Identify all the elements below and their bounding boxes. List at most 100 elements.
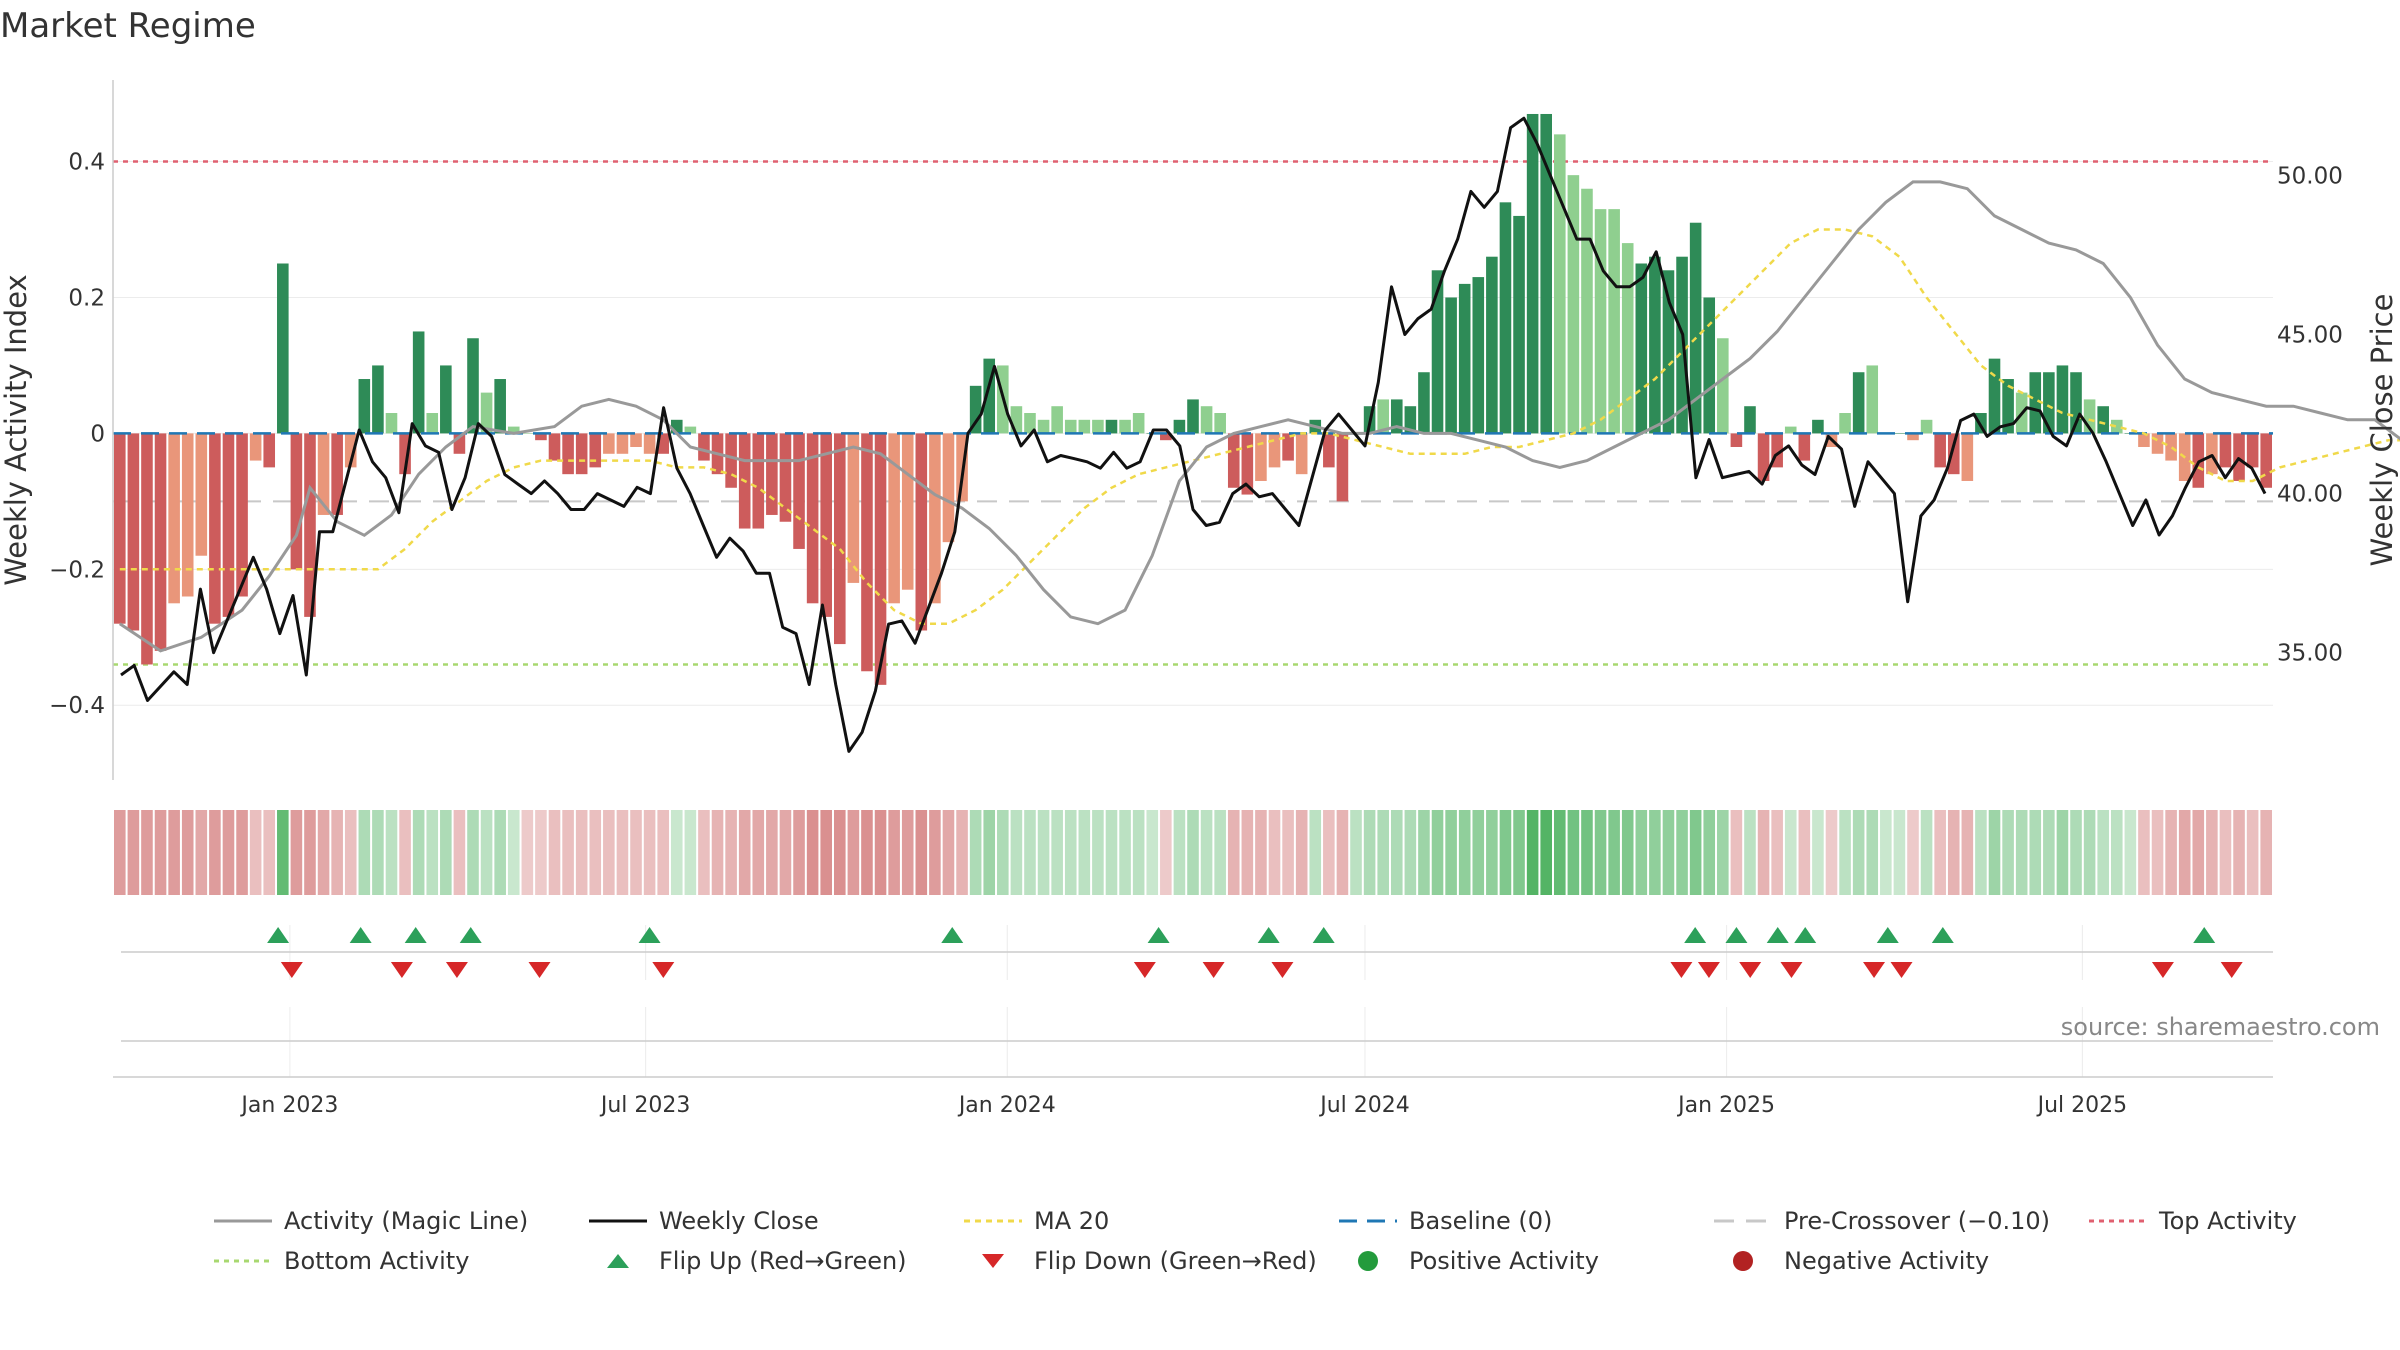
regime-strip-cell (874, 810, 887, 895)
activity-bar (209, 433, 221, 624)
legend-swatch (2089, 1219, 2147, 1223)
activity-bar (1771, 433, 1783, 468)
legend-label: MA 20 (1034, 1207, 1110, 1235)
activity-bar (114, 433, 126, 624)
chart-title: Market Regime (0, 6, 256, 46)
activity-bar (236, 433, 248, 597)
legend-item: Weekly Close (587, 1206, 962, 1236)
activity-bar (2110, 419, 2123, 434)
legend-label: Flip Down (Green→Red) (1034, 1247, 1317, 1275)
regime-strip-cell (901, 810, 914, 895)
y-tick-label: −0.4 (49, 693, 105, 719)
activity-bar (1295, 433, 1308, 475)
regime-strip-cell (1051, 810, 1063, 895)
regime-strip-cell (222, 810, 235, 895)
regime-strip-cell (1961, 810, 1974, 895)
regime-strip-cell (1486, 810, 1498, 895)
regime-strip-cell (1608, 810, 1620, 895)
regime-strip-cell (2151, 810, 2164, 895)
activity-bar (888, 433, 900, 604)
activity-bar (2002, 379, 2014, 434)
regime-strip-cell (1540, 810, 1552, 895)
legend-item: Flip Down (Green→Red) (962, 1246, 1337, 1276)
regime-strip-cell (997, 810, 1009, 895)
activity-bar (2056, 365, 2069, 434)
legend-swatch (214, 1259, 272, 1263)
regime-strip-cell (114, 810, 126, 895)
regime-strip-cell (1431, 810, 1444, 895)
activity-bar (1323, 433, 1335, 468)
regime-strip-cell (1458, 810, 1471, 895)
regime-strip-cell (331, 810, 343, 895)
regime-strip-cell (2043, 810, 2055, 895)
regime-strip-cell (440, 810, 452, 895)
legend-item: Negative Activity (1712, 1246, 2087, 1276)
activity-bar (317, 433, 330, 515)
flip-down-marker (445, 962, 468, 978)
regime-strip-cell (290, 810, 303, 895)
flip-up-marker (1931, 927, 1954, 943)
regime-strip-cell (752, 810, 765, 895)
legend-flip-down-icon (982, 1254, 1004, 1268)
regime-strip-cell (1377, 810, 1389, 895)
regime-strip-cell (1024, 810, 1036, 895)
flip-down-marker (1863, 962, 1886, 978)
activity-bar (467, 338, 479, 434)
legend-item: Positive Activity (1337, 1246, 1712, 1276)
activity-bar (1676, 256, 1688, 434)
activity-bar (1037, 419, 1050, 434)
activity-bar (2206, 433, 2218, 475)
flip-up-marker (2193, 927, 2216, 943)
legend-label: Flip Up (Red→Green) (659, 1247, 907, 1275)
flip-up-marker (1147, 927, 1170, 943)
regime-strip-cell (1227, 810, 1240, 895)
activity-bar (1119, 419, 1131, 434)
activity-bar (1105, 419, 1118, 434)
regime-strip-cell (2002, 810, 2014, 895)
y-tick-label: 0 (90, 421, 105, 447)
activity-bar (277, 263, 289, 434)
activity-bar (1866, 365, 1879, 434)
activity-bar (1255, 433, 1267, 481)
legend-swatch (1733, 1251, 1753, 1271)
activity-bar (1390, 399, 1403, 434)
regime-strip-cell (929, 810, 941, 895)
activity-bar (670, 419, 683, 434)
legend-flip-up-icon (607, 1254, 629, 1268)
activity-bar (1486, 256, 1498, 434)
regime-strip-cell (304, 810, 316, 895)
regime-strip-cell (1526, 810, 1539, 895)
legend-label: Top Activity (2159, 1207, 2297, 1235)
activity-bar (657, 433, 669, 454)
activity-bar (412, 331, 425, 434)
legend-negative-dot-icon (1733, 1251, 1753, 1271)
activity-bar (2083, 399, 2096, 434)
flip-up-marker (1684, 927, 1707, 943)
activity-bar (630, 433, 642, 447)
activity-bar (725, 433, 737, 488)
regime-strip-cell (548, 810, 561, 895)
activity-bar (1635, 263, 1648, 434)
activity-bar (548, 433, 561, 461)
flip-up-marker (349, 927, 372, 943)
regime-strip-cell (1309, 810, 1322, 895)
regime-strip-cell (1268, 810, 1281, 895)
regime-strip-cell (399, 810, 411, 895)
activity-bar (453, 433, 466, 454)
regime-strip-cell (915, 810, 928, 895)
flip-down-marker (1780, 962, 1803, 978)
legend-item: Flip Up (Red→Green) (587, 1246, 962, 1276)
regime-strip-cell (1363, 810, 1376, 895)
activity-bar (1513, 215, 1525, 434)
flip-up-marker (459, 927, 482, 943)
regime-strip-cell (575, 810, 588, 895)
activity-bar (1431, 270, 1444, 434)
regime-strip-cell (725, 810, 737, 895)
x-tick-label: Jul 2024 (1318, 1093, 1410, 1118)
regime-strip-cell (127, 810, 140, 895)
regime-strip-cell (358, 810, 371, 895)
regime-strip-cell (1255, 810, 1267, 895)
activity-bar (480, 392, 493, 434)
regime-strip-cell (385, 810, 398, 895)
activity-bar (915, 433, 928, 631)
